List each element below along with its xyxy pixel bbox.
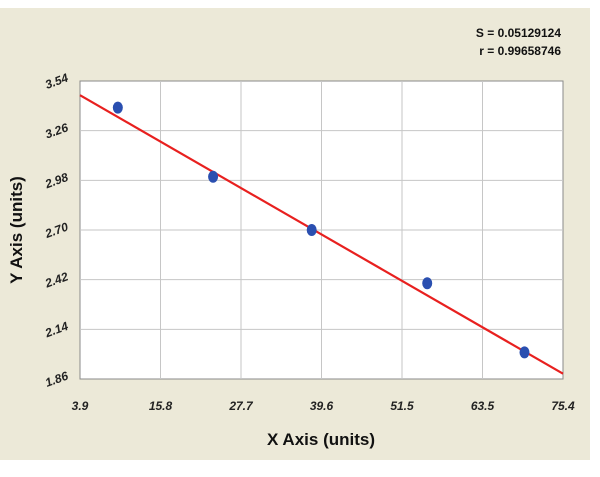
data-point: [208, 170, 219, 183]
x-tick-label: 39.6: [310, 399, 334, 413]
x-tick-labels: 3.9 15.8 27.7 39.6 51.5 63.5 75.4: [72, 399, 575, 413]
data-point: [112, 101, 123, 114]
x-tick-label: 3.9: [72, 399, 89, 413]
data-point: [519, 346, 530, 359]
y-tick-label: 2.98: [42, 170, 70, 192]
stat-r: r = 0.99658746: [479, 44, 561, 58]
stat-s: S = 0.05129124: [476, 26, 561, 40]
y-tick-label: 1.86: [43, 369, 70, 390]
scatter-chart: 3.9 15.8 27.7 39.6 51.5 63.5 75.4 1.86 2.14 2.42…: [7, 26, 575, 449]
x-tick-label: 15.8: [149, 399, 173, 413]
data-point: [306, 224, 317, 236]
chart-frame: 3.9 15.8 27.7 39.6 51.5 63.5 75.4 1.86 2.14 2.42…: [0, 8, 590, 460]
y-tick-label: 2.70: [42, 220, 70, 242]
grid-lines: [80, 81, 563, 379]
y-tick-label: 3.26: [43, 120, 70, 141]
x-tick-label: 63.5: [471, 399, 495, 413]
y-tick-label: 2.14: [42, 319, 70, 341]
data-points: [112, 101, 530, 359]
fit-line: [79, 94, 564, 375]
fit-line-layer: [79, 94, 564, 375]
y-tick-labels: 1.86 2.14 2.42 2.70 2.98 3.26 3.54: [42, 71, 70, 390]
y-axis-title: Y Axis (units): [7, 176, 26, 284]
x-tick-label: 27.7: [228, 399, 254, 413]
x-tick-label: 75.4: [551, 399, 575, 413]
data-point: [422, 277, 433, 290]
y-tick-label: 3.54: [43, 71, 70, 92]
x-axis-title: X Axis (units): [267, 430, 375, 449]
y-tick-label: 2.42: [42, 269, 70, 291]
x-tick-label: 51.5: [390, 399, 414, 413]
